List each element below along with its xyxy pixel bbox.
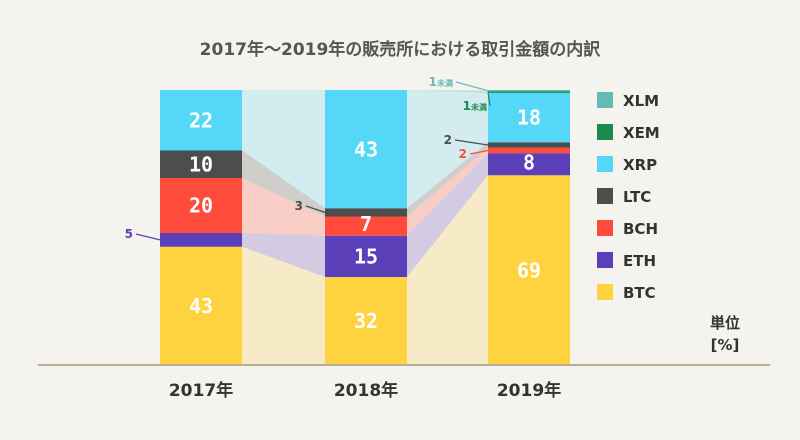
value-label-xrp-1: 22 <box>189 108 213 132</box>
leader-ltc-2 <box>305 205 326 213</box>
bar-btc-2 <box>325 277 407 365</box>
bar-ltc-3 <box>488 142 570 148</box>
leader-bch-3 <box>469 149 489 155</box>
leader-eth-1 <box>135 233 161 241</box>
bar-eth-1 <box>160 233 242 247</box>
bar-ltc-1 <box>160 150 242 178</box>
band-ltc-1-2 <box>242 150 325 217</box>
bar-eth-2 <box>325 235 407 277</box>
legend-label-xrp: XRP <box>623 156 657 174</box>
value-label-eth-2: 15 <box>354 245 378 269</box>
band-xrp-2-3 <box>407 90 488 209</box>
bar-ltc-2 <box>325 208 407 217</box>
bar-eth-3 <box>488 153 570 176</box>
value-label-ltc-1: 10 <box>189 152 213 176</box>
band-ltc-2-3 <box>407 142 488 217</box>
band-eth-1-2 <box>242 233 325 277</box>
leader-xem-3 <box>487 91 491 107</box>
band-xem-2-3 <box>407 90 488 93</box>
connector-bands <box>242 90 488 365</box>
band-btc-2-3 <box>407 175 488 365</box>
band-btc-1-2 <box>242 246 325 365</box>
bar-xrp-3 <box>488 92 570 143</box>
legend-swatch-btc <box>597 284 613 300</box>
value-label-bch-1: 20 <box>189 194 213 218</box>
value-label-ltc-3: 2 <box>444 133 452 147</box>
bars <box>160 90 570 365</box>
legend-swatch-xlm <box>597 92 613 108</box>
bar-bch-2 <box>325 216 407 236</box>
legend-label-xem: XEM <box>623 124 660 142</box>
value-label-xrp-3: 18 <box>517 106 541 130</box>
legend-label-xlm: XLM <box>623 92 659 110</box>
value-label-btc-1: 43 <box>189 294 213 318</box>
bar-xem-3 <box>488 91 570 93</box>
leader-ltc-3 <box>454 139 489 146</box>
band-xrp-1-2 <box>242 90 325 209</box>
band-bch-2-3 <box>407 147 488 236</box>
bar-xlm-3 <box>488 90 570 92</box>
value-label-bch-2: 7 <box>360 212 372 236</box>
legend-label-btc: BTC <box>623 284 656 302</box>
bar-bch-3 <box>488 147 570 154</box>
bar-xrp-1 <box>160 90 242 151</box>
value-label-xlm-3: 1未満 <box>429 75 453 89</box>
value-label-ltc-2: 3 <box>295 199 303 213</box>
x-tick-label-1: 2017年 <box>169 380 233 401</box>
legend-label-bch: BCH <box>623 220 658 238</box>
chart-title: 2017年〜2019年の販売所における取引金額の内訳 <box>200 39 602 60</box>
segment-labels: 43 5 20 10 22 32 15 7 3 43 69 8 22 18 1未満 1未満 <box>125 75 541 333</box>
legend-swatch-xem <box>597 124 613 140</box>
value-label-btc-2: 32 <box>354 309 378 333</box>
legend: XLM XEM XRP LTC BCH ETH BTC <box>597 92 660 302</box>
x-tick-label-3: 2019年 <box>497 380 561 401</box>
legend-label-ltc: LTC <box>623 188 651 206</box>
legend-swatch-bch <box>597 220 613 236</box>
value-label-eth-3: 8 <box>523 150 535 174</box>
value-label-xrp-2: 43 <box>354 137 378 161</box>
leader-xlm-3 <box>455 81 489 92</box>
x-tick-label-2: 2018年 <box>334 380 398 401</box>
bar-btc-3 <box>488 175 570 365</box>
bar-xrp-2 <box>325 90 407 209</box>
band-xlm-2-3 <box>407 90 488 92</box>
bar-bch-1 <box>160 178 242 233</box>
legend-label-eth: ETH <box>623 252 656 270</box>
band-eth-2-3 <box>407 153 488 277</box>
legend-swatch-ltc <box>597 188 613 204</box>
value-label-bch-3: 2 <box>459 147 467 161</box>
legend-swatch-eth <box>597 252 613 268</box>
unit-label-line1: 単位 <box>710 314 740 332</box>
bar-btc-1 <box>160 246 242 365</box>
value-label-xem-3: 1未満 <box>463 99 487 113</box>
unit-label-line2: [%] <box>711 336 740 354</box>
value-label-eth-1: 5 <box>125 227 133 241</box>
x-axis-ticks: 2017年 2018年 2019年 <box>169 380 561 401</box>
band-bch-1-2 <box>242 178 325 236</box>
legend-swatch-xrp <box>597 156 613 172</box>
value-label-btc-3: 69 <box>517 258 541 282</box>
